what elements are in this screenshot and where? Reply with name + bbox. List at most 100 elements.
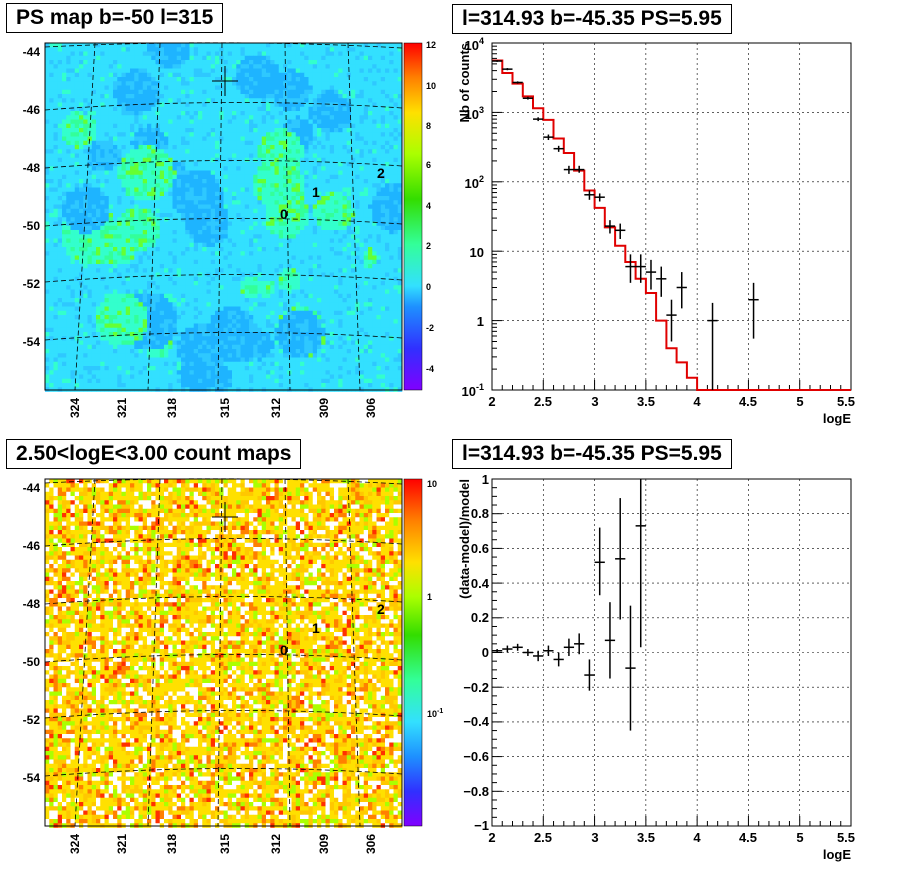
map-pixel <box>257 94 263 99</box>
map-pixel <box>168 68 173 74</box>
map-pixel <box>181 72 186 78</box>
map-pixel <box>117 272 122 278</box>
map-pixel <box>368 64 373 69</box>
map-pixel <box>312 196 318 201</box>
map-pixel <box>130 149 135 154</box>
map-pixel <box>359 55 365 61</box>
map-pixel <box>283 191 288 197</box>
map-pixel <box>278 268 284 273</box>
map-pixel <box>261 183 267 188</box>
map-pixel <box>74 293 80 299</box>
map-pixel <box>372 259 377 265</box>
map-pixel <box>57 102 63 108</box>
map-pixel <box>300 60 305 65</box>
map-pixel <box>329 153 335 159</box>
map-pixel <box>70 268 76 273</box>
map-pixel <box>304 60 309 65</box>
map-pixel <box>202 208 207 214</box>
map-pixel <box>147 255 152 261</box>
map-pixel <box>393 60 399 65</box>
map-pixel <box>198 242 203 248</box>
map-pixel <box>283 196 288 201</box>
map-pixel <box>287 55 292 61</box>
map-pixel <box>334 72 339 78</box>
map-pixel <box>283 98 288 103</box>
map-pixel <box>159 196 165 201</box>
map-pixel <box>53 64 59 69</box>
map-pixel <box>257 242 263 248</box>
map-pixel <box>202 98 207 103</box>
map-pixel <box>329 217 335 222</box>
map-pixel <box>62 89 67 95</box>
map-pixel <box>215 98 220 103</box>
map-pixel <box>215 196 220 201</box>
map-pixel <box>91 64 97 69</box>
map-pixel <box>291 196 297 201</box>
map-pixel <box>193 225 199 231</box>
map-pixel <box>308 170 314 176</box>
map-pixel <box>223 153 229 159</box>
map-pixel <box>363 77 369 82</box>
map-pixel <box>53 208 59 214</box>
map-pixel <box>397 247 403 252</box>
map-pixel <box>244 166 250 171</box>
map-pixel <box>257 191 263 197</box>
map-pixel <box>155 170 161 176</box>
map-pixel <box>236 225 241 231</box>
map-pixel <box>70 77 76 82</box>
map-pixel <box>321 174 326 180</box>
map-pixel <box>66 55 71 61</box>
map-pixel <box>338 196 343 201</box>
map-pixel <box>151 183 156 188</box>
map-pixel <box>53 234 59 239</box>
map-pixel <box>172 128 178 133</box>
map-pixel <box>117 136 122 142</box>
map-pixel <box>312 183 318 188</box>
map-pixel <box>287 179 292 184</box>
map-pixel <box>104 157 110 163</box>
map-pixel <box>202 89 207 95</box>
map-pixel <box>53 157 59 163</box>
map-pixel <box>346 55 352 61</box>
map-pixel <box>312 179 318 184</box>
map-pixel <box>253 204 258 210</box>
map-pixel <box>261 128 267 133</box>
map-pixel <box>287 259 292 265</box>
map-pixel <box>253 157 258 163</box>
map-pixel <box>121 89 127 95</box>
map-pixel <box>104 162 110 167</box>
map-pixel <box>117 289 122 295</box>
map-pixel <box>206 255 212 261</box>
map-pixel <box>376 51 382 57</box>
map-pixel <box>155 255 161 261</box>
map-pixel <box>104 81 110 86</box>
map-pixel <box>108 259 114 265</box>
map-pixel <box>317 259 322 265</box>
map-pixel <box>108 47 114 52</box>
map-pixel <box>257 153 263 159</box>
map-pixel <box>372 268 377 273</box>
map-pixel <box>91 145 97 150</box>
map-pixel <box>278 145 284 150</box>
map-pixel <box>100 234 105 239</box>
map-pixel <box>100 140 105 146</box>
map-pixel <box>325 102 331 108</box>
map-pixel <box>342 272 348 278</box>
map-pixel <box>96 187 101 193</box>
map-pixel <box>172 115 178 120</box>
map-pixel <box>193 293 199 299</box>
map-pixel <box>57 247 63 252</box>
map-pixel <box>215 149 220 154</box>
map-pixel <box>278 259 284 265</box>
map-pixel <box>147 179 152 184</box>
map-pixel <box>66 268 71 273</box>
map-pixel <box>49 187 54 193</box>
map-pixel <box>240 187 246 193</box>
map-pixel <box>57 153 63 159</box>
map-pixel <box>142 106 148 112</box>
map-pixel <box>83 179 88 184</box>
map-pixel <box>393 230 399 235</box>
map-pixel <box>278 72 284 78</box>
map-pixel <box>142 264 148 269</box>
map-pixel <box>372 64 377 69</box>
